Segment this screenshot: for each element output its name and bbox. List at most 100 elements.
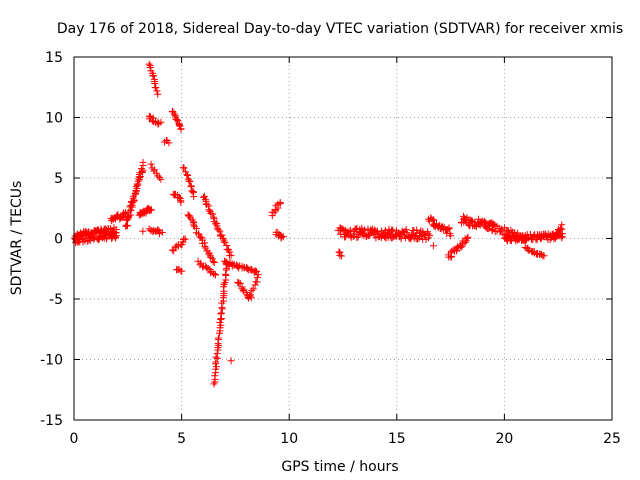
data-point bbox=[118, 214, 126, 222]
data-point bbox=[205, 206, 213, 214]
y-tick-label: 5 bbox=[54, 171, 63, 187]
data-point bbox=[557, 224, 565, 232]
data-point bbox=[445, 225, 453, 233]
x-axis-label: GPS time / hours bbox=[281, 459, 398, 475]
x-tick-label: 20 bbox=[495, 431, 513, 447]
data-point bbox=[213, 350, 221, 358]
data-point bbox=[180, 164, 188, 172]
data-point bbox=[359, 227, 367, 235]
x-tick-label: 10 bbox=[280, 431, 298, 447]
data-point bbox=[157, 175, 165, 183]
data-point bbox=[558, 233, 566, 241]
data-point bbox=[220, 280, 228, 288]
x-tick-labels: 0 5 10 15 20 25 bbox=[70, 431, 621, 447]
data-point bbox=[184, 171, 192, 179]
data-point bbox=[216, 318, 224, 326]
data-point bbox=[378, 227, 386, 235]
data-point bbox=[165, 139, 173, 147]
data-point bbox=[202, 264, 210, 272]
data-point bbox=[209, 257, 217, 265]
data-point bbox=[183, 171, 191, 179]
data-point bbox=[188, 187, 196, 195]
data-point bbox=[200, 192, 208, 200]
data-point bbox=[173, 116, 181, 124]
data-point bbox=[199, 263, 207, 271]
data-point bbox=[361, 226, 369, 234]
data-point bbox=[447, 232, 455, 240]
data-point bbox=[236, 280, 244, 288]
data-point bbox=[170, 247, 178, 255]
data-point bbox=[147, 206, 155, 214]
data-point bbox=[177, 125, 185, 133]
data-point bbox=[210, 380, 218, 388]
data-point bbox=[190, 193, 198, 201]
data-point bbox=[403, 229, 411, 237]
data-point bbox=[178, 267, 186, 275]
data-point bbox=[397, 235, 405, 243]
data-point bbox=[112, 232, 120, 240]
data-point bbox=[408, 230, 416, 238]
data-point bbox=[107, 225, 115, 233]
data-point bbox=[134, 177, 142, 185]
data-point bbox=[171, 244, 179, 252]
data-point bbox=[175, 193, 183, 201]
data-points bbox=[71, 60, 566, 388]
data-point bbox=[246, 292, 254, 300]
data-point bbox=[212, 353, 220, 361]
data-point bbox=[154, 226, 162, 234]
data-point bbox=[139, 158, 147, 166]
y-tick-label: 10 bbox=[45, 111, 63, 127]
data-point bbox=[149, 72, 157, 80]
data-point bbox=[158, 228, 166, 236]
data-point bbox=[253, 267, 261, 275]
data-point bbox=[365, 232, 373, 240]
x-tick-label: 15 bbox=[388, 431, 406, 447]
x-tick-label: 0 bbox=[70, 431, 79, 447]
y-tick-labels: -15 -10 -5 0 5 10 15 bbox=[40, 50, 63, 429]
data-point bbox=[145, 60, 153, 68]
data-point bbox=[251, 281, 259, 289]
data-point bbox=[218, 231, 226, 239]
data-point bbox=[221, 238, 229, 246]
data-point bbox=[426, 231, 434, 239]
data-point bbox=[189, 221, 197, 229]
y-tick-label: -15 bbox=[40, 413, 63, 429]
data-point bbox=[457, 243, 465, 251]
y-tick-label: -5 bbox=[49, 292, 63, 308]
data-point bbox=[481, 217, 489, 225]
data-point bbox=[246, 291, 254, 299]
data-point bbox=[430, 216, 438, 224]
data-point bbox=[177, 198, 185, 206]
data-point bbox=[216, 227, 224, 235]
data-point bbox=[239, 287, 247, 295]
data-point bbox=[202, 196, 210, 204]
data-point bbox=[152, 84, 160, 92]
data-point bbox=[464, 233, 472, 241]
data-point bbox=[207, 209, 215, 217]
data-point bbox=[558, 221, 566, 229]
data-point bbox=[206, 265, 214, 273]
data-point bbox=[157, 118, 165, 126]
data-point bbox=[337, 252, 345, 260]
data-point bbox=[429, 242, 437, 250]
data-point bbox=[137, 165, 145, 173]
data-point bbox=[136, 172, 144, 180]
data-point bbox=[460, 215, 468, 223]
data-point bbox=[424, 230, 432, 238]
data-point bbox=[201, 242, 209, 250]
data-point bbox=[202, 244, 210, 252]
data-point bbox=[235, 279, 243, 287]
data-point bbox=[498, 225, 506, 233]
data-point bbox=[402, 226, 410, 234]
data-point bbox=[222, 270, 230, 278]
data-point bbox=[122, 222, 130, 230]
data-point bbox=[346, 226, 354, 234]
data-point bbox=[225, 262, 233, 270]
x-tick-label: 25 bbox=[603, 431, 621, 447]
data-point bbox=[205, 250, 213, 258]
data-point bbox=[130, 196, 138, 204]
data-point bbox=[413, 229, 421, 237]
data-point bbox=[123, 222, 131, 230]
data-point bbox=[176, 122, 184, 130]
